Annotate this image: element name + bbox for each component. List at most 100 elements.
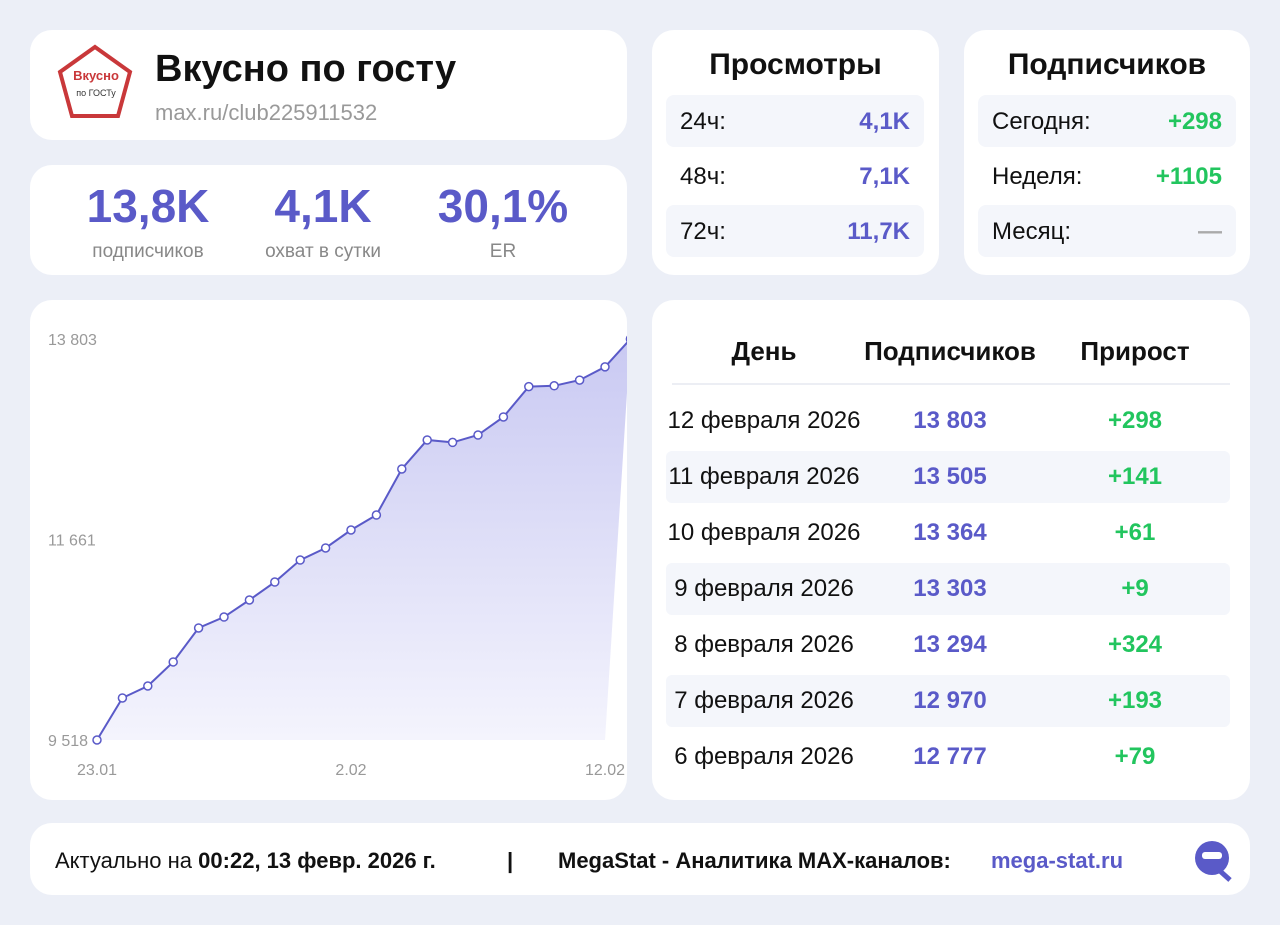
footer: Актуально на 00:22, 13 февр. 2026 г. | M… [30, 823, 1250, 895]
stat-label: ER [489, 241, 517, 262]
stat-label: охват в сутки [265, 241, 381, 262]
table-day: 6 февраля 2026 [674, 743, 854, 770]
footer-prefix: Актуально на [55, 848, 193, 873]
point [92, 735, 102, 745]
footer-brand: MegaStat - Аналитика MAX-каналов: [558, 848, 951, 873]
table-day: 7 февраля 2026 [674, 687, 854, 714]
table-day: 9 февраля 2026 [674, 575, 854, 602]
sub-value: — [1198, 218, 1222, 245]
table-subscribers: 12 777 [913, 743, 987, 770]
view-row: 24ч: 4,1K [666, 95, 924, 147]
point [549, 381, 559, 391]
x-tick-label: 12.02 [585, 762, 625, 779]
table-row-bg [666, 451, 1230, 503]
view-value: 11,7K [847, 218, 910, 245]
point [295, 555, 305, 565]
table-growth: +324 [1107, 631, 1163, 658]
stat-value: 30,1% [437, 180, 569, 232]
point [193, 623, 204, 633]
subscribers-card: Подписчиков Сегодня: +298 Неделя: +1105 Меся… [964, 30, 1250, 275]
table-growth: +61 [1114, 519, 1156, 546]
footer-link[interactable]: mega-stat.ru [991, 848, 1124, 873]
point [574, 375, 585, 385]
table-growth: +193 [1107, 687, 1163, 714]
stats-card: 13,8K подписчиков 4,1K охват в сутки 30,1% ER [30, 165, 627, 275]
sub-label: Неделя: [992, 163, 1083, 190]
view-value: 7,1K [859, 163, 910, 190]
sub-label: Сегодня: [992, 108, 1091, 135]
footer-timestamp: 00:22, 13 февр. 2026 г. [198, 848, 436, 873]
footer-text: Актуально на 00:22, 13 февр. 2026 г. [55, 848, 436, 874]
sub-value: +298 [1167, 108, 1222, 135]
views-title: Просмотры [709, 48, 882, 81]
point [473, 430, 483, 440]
table-day: 12 февраля 2026 [667, 407, 861, 434]
table-row-bg [666, 563, 1230, 615]
area [97, 339, 631, 740]
table-card: День Подписчиков Прирост 12 февраля 2026 13 … [652, 300, 1250, 800]
point [168, 657, 178, 667]
view-label: 48ч: [680, 163, 726, 190]
point [320, 543, 331, 553]
view-value: 4,1K [859, 108, 910, 135]
table-growth: +298 [1107, 407, 1163, 434]
table-growth: +141 [1107, 463, 1163, 490]
x-tick-label: 23.01 [77, 762, 117, 779]
table-day: 8 февраля 2026 [674, 631, 854, 658]
table-subscribers: 12 970 [913, 687, 987, 714]
table-subscribers: 13 505 [913, 463, 987, 490]
chart: 9 518 11 661 13 803 23.01 2.02 12.02 [48, 332, 636, 779]
table-subscribers: 13 303 [913, 575, 987, 602]
sub-row: Неделя: +1105 [978, 150, 1236, 202]
url: max.ru/club225911532 [155, 100, 378, 125]
y-tick-label: 11 661 [48, 532, 96, 549]
table-header: День [731, 336, 797, 366]
table-day: 11 февраля 2026 [668, 463, 860, 490]
table-header: Подписчиков [864, 336, 1036, 366]
point [371, 510, 382, 520]
sub-row: Сегодня: +298 [978, 95, 1236, 147]
line [96, 338, 632, 741]
table-day: 10 февраля 2026 [667, 519, 861, 546]
logo-text: Вкусно [73, 68, 119, 83]
view-label: 72ч: [680, 218, 726, 245]
sub-label: Месяц: [992, 218, 1072, 245]
subscribers-title: Подписчиков [1007, 48, 1207, 81]
y-tick-label: 9 518 [48, 733, 88, 750]
brand-icon [1195, 841, 1232, 882]
table-subscribers: 13 803 [913, 407, 987, 434]
point [270, 577, 280, 587]
table-row-bg [666, 675, 1230, 727]
sub-row: Месяц: — [978, 205, 1236, 257]
footer-separator: | [507, 848, 514, 873]
point [625, 334, 636, 344]
header-divider [672, 383, 1230, 385]
point [244, 595, 255, 605]
stat-label: подписчиков [92, 241, 204, 262]
table-header: Прирост [1080, 336, 1190, 366]
point [117, 693, 128, 703]
x-tick-label: 2.02 [335, 762, 366, 779]
header-card: Вкусно по ГОСТу Вкусно по госту max.ru/c… [30, 30, 627, 140]
table-growth: +9 [1121, 575, 1149, 602]
logo: Вкусно по ГОСТу [57, 44, 133, 118]
logo-text: по ГОСТу [76, 88, 116, 98]
point [498, 412, 509, 422]
stat-value: 13,8K [86, 180, 210, 232]
y-tick-label: 13 803 [48, 332, 97, 349]
table-growth: +79 [1114, 743, 1156, 770]
sub-value: +1105 [1155, 163, 1222, 190]
stat-value: 4,1K [274, 180, 372, 232]
point [447, 437, 458, 448]
table-subscribers: 13 294 [913, 631, 987, 658]
title: Вкусно по госту [155, 48, 457, 90]
point [219, 612, 229, 622]
view-row: 48ч: 7,1K [666, 150, 924, 202]
point [422, 435, 432, 445]
views-card: Просмотры 24ч: 4,1K 48ч: 7,1K 72ч: 11,7K [652, 30, 939, 275]
view-row: 72ч: 11,7K [666, 205, 924, 257]
chart-card: 9 518 11 661 13 803 23.01 2.02 12.02 [30, 300, 636, 800]
point [346, 525, 356, 535]
point [143, 681, 153, 691]
